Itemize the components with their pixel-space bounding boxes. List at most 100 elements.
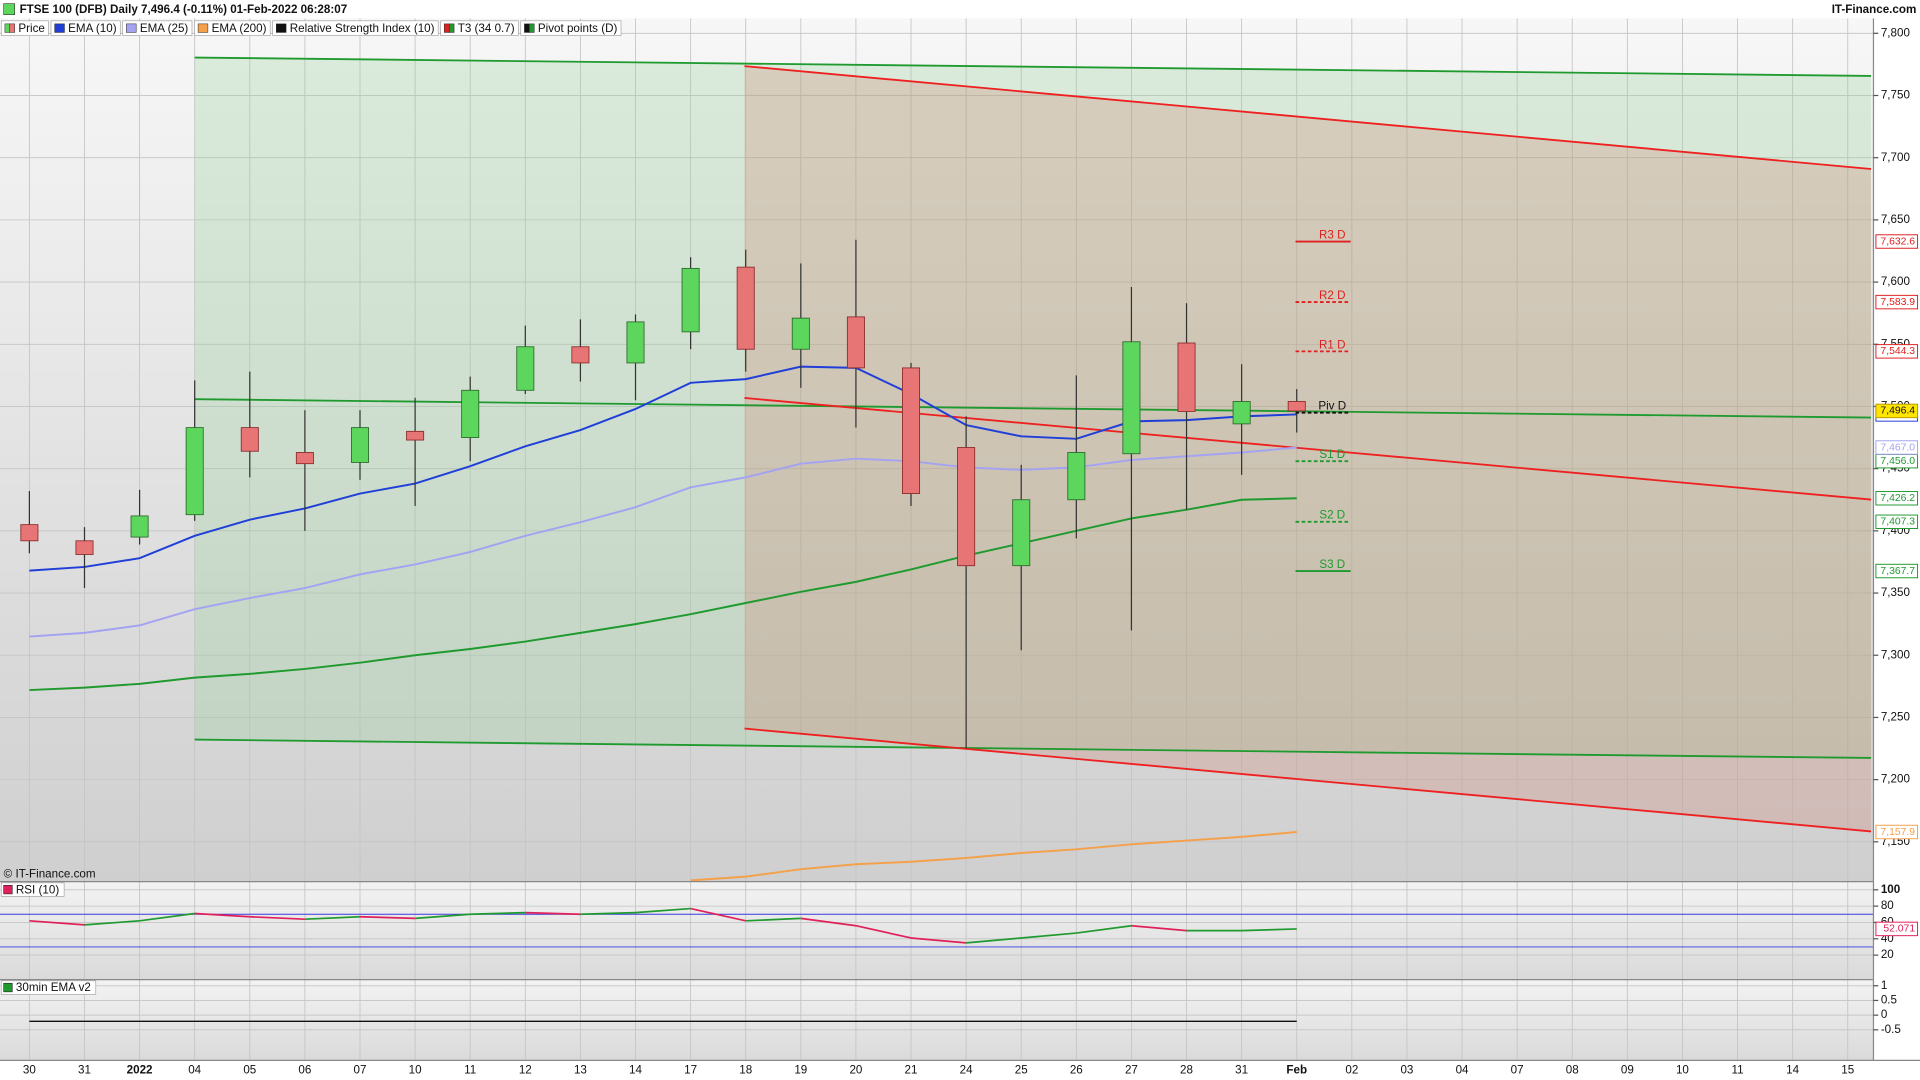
legend-box (520, 20, 622, 36)
legend-swatch (448, 23, 455, 33)
legend-label: Pivot points (D) (538, 22, 618, 35)
x-tick-label: 2022 (127, 1063, 153, 1076)
value-tag-label: 7,367.7 (1880, 566, 1915, 577)
ema-panel (0, 979, 1874, 1061)
panel-icon (3, 885, 13, 895)
y-tick-label: 7,350 (1881, 586, 1911, 599)
y-tick-label: 7,600 (1881, 275, 1911, 288)
value-tag (1875, 294, 1919, 310)
legend-item: T3 (34 0.7) (440, 20, 519, 36)
legend-label: EMA (10) (68, 22, 117, 35)
rsi-segment (745, 917, 801, 922)
value-tag (1875, 514, 1919, 529)
y-tick-label: 7,650 (1881, 213, 1911, 226)
indicator-line (29, 446, 1297, 638)
x-tick-label: 25 (1015, 1063, 1028, 1076)
candle-body (1177, 342, 1196, 412)
price-panel (0, 18, 1874, 882)
y-tick-label: 7,700 (1881, 151, 1911, 164)
candle-body (461, 389, 480, 438)
x-tick-label: 05 (243, 1063, 256, 1076)
x-tick-label: 17 (684, 1063, 697, 1076)
pivot-label: S1 D (1319, 448, 1345, 461)
x-tick-label: 12 (519, 1063, 532, 1076)
rsi-segment (1021, 932, 1077, 939)
x-tick-label: 27 (1125, 1063, 1138, 1076)
value-tag-label: 7,407.3 (1880, 517, 1915, 528)
x-tick-label: 31 (1235, 1063, 1248, 1076)
legend-swatch (524, 23, 530, 33)
candle-body (571, 346, 590, 364)
x-tick-label: 11 (1732, 1063, 1744, 1076)
candle-body (957, 447, 976, 567)
value-tag-label: 7,456.0 (1880, 456, 1915, 467)
candle-body (185, 427, 204, 516)
rsi-segment (470, 911, 526, 916)
value-tag-label: 7,467.0 (1880, 442, 1915, 453)
x-tick-label: 14 (1786, 1063, 1799, 1076)
x-tick-label: 28 (1180, 1063, 1193, 1076)
x-tick-label: 04 (188, 1063, 201, 1076)
rsi-segment (966, 937, 1022, 944)
grid (0, 18, 1874, 1061)
legend-item: EMA (10) (50, 20, 121, 36)
x-tick-label: 18 (739, 1063, 752, 1076)
legend-item: Pivot points (D) (520, 20, 622, 36)
value-tag-label: 7,544.3 (1880, 346, 1915, 357)
x-tick-label: 04 (1456, 1063, 1469, 1076)
legend-box (272, 20, 439, 36)
value-tag-label: 7,583.9 (1880, 297, 1915, 308)
candle-body (130, 515, 149, 538)
legend-swatch (197, 23, 209, 33)
value-tag-label: 7,632.6 (1880, 236, 1915, 247)
x-tick-label: 08 (1566, 1063, 1579, 1076)
candle-body (1232, 401, 1251, 425)
x-tick-label: Feb (1286, 1063, 1307, 1076)
x-tick-label: 13 (574, 1063, 587, 1076)
rsi-segment (580, 911, 636, 916)
pivot-label: R3 D (1319, 228, 1346, 241)
value-tag (1875, 344, 1919, 359)
x-tick-label: 31 (78, 1063, 91, 1076)
value-tag-label: 7,157.9 (1880, 827, 1915, 838)
indicator-line (29, 497, 1297, 692)
y-tick-label: 1 (1881, 979, 1887, 992)
x-tick-label: 24 (960, 1063, 973, 1076)
y-tick-label: 80 (1881, 899, 1894, 912)
x-tick-label: 20 (849, 1063, 862, 1076)
legend-label: Relative Strength Index (10) (290, 22, 435, 35)
rsi-panel (0, 881, 1874, 980)
candle-body (1122, 341, 1141, 455)
candle-body (902, 367, 921, 494)
legend-item: EMA (25) (122, 20, 193, 36)
legend-swatch (4, 23, 11, 33)
pivot-label: S2 D (1319, 509, 1345, 522)
legend-item: Relative Strength Index (10) (272, 20, 439, 36)
x-tick-label: 19 (794, 1063, 807, 1076)
y-tick-label: 7,300 (1881, 648, 1911, 661)
x-tick-label: 26 (1070, 1063, 1083, 1076)
x-tick-label: 07 (354, 1063, 367, 1076)
candle-body (626, 321, 645, 364)
candle-body (1012, 499, 1031, 567)
value-tag-label: 52.071 (1883, 924, 1915, 935)
x-tick-label: 14 (629, 1063, 642, 1076)
rsi-segment (415, 913, 471, 920)
legend-box (50, 20, 121, 36)
header-title: FTSE 100 (DFB) Daily 7,496.4 (-0.11%) 01… (20, 3, 348, 16)
candle-body (846, 316, 865, 369)
legend-swatch (126, 23, 137, 33)
candle-body (736, 266, 755, 350)
rsi-segment (635, 907, 691, 914)
y-tick-label: -0.5 (1881, 1023, 1901, 1036)
pivot-label: R1 D (1319, 338, 1346, 351)
rsi-segment (249, 915, 305, 921)
rsi-segment (304, 915, 361, 921)
x-tick-label: 15 (1841, 1063, 1854, 1076)
y-tick-label: 20 (1881, 948, 1894, 961)
legend-item: EMA (200) (194, 20, 271, 36)
y-tick-label: 0.5 (1881, 994, 1897, 1007)
x-tick-label: 10 (409, 1063, 422, 1076)
legend-item: Price (0, 20, 49, 36)
